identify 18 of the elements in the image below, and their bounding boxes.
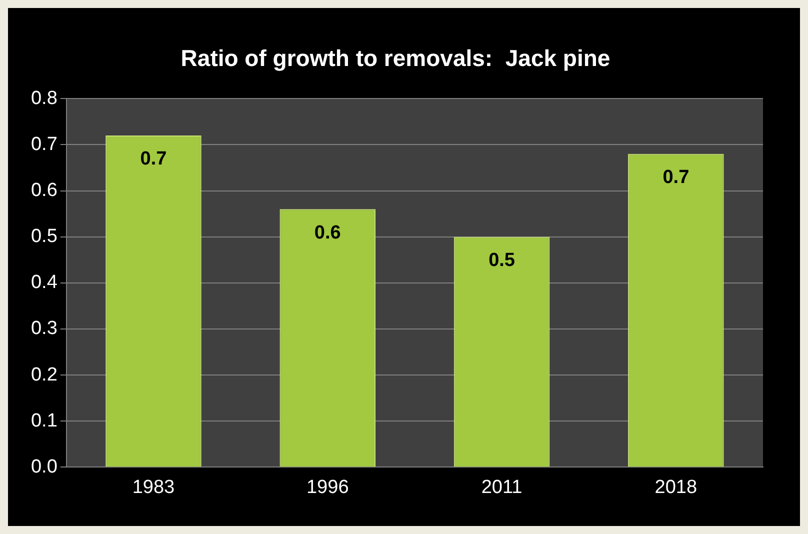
y-tick-label: 0.1 xyxy=(30,410,58,432)
y-tick-label: 0.3 xyxy=(30,318,58,340)
y-tick-label: 0.7 xyxy=(30,134,58,155)
data-label: 0.5 xyxy=(488,250,516,272)
y-tick-label: 0.5 xyxy=(30,226,58,248)
data-label: 0.6 xyxy=(314,222,341,244)
x-tick-label: 2011 xyxy=(481,476,522,498)
y-tick-label: 0.4 xyxy=(30,272,58,294)
data-label: 0.7 xyxy=(662,167,690,188)
data-label: 0.7 xyxy=(140,148,167,170)
y-tick-label: 0.0 xyxy=(30,456,58,478)
x-tick-label: 2018 xyxy=(654,476,698,498)
y-tick-label: 0.8 xyxy=(30,88,58,109)
y-tick-label: 0.2 xyxy=(30,364,58,386)
y-tick-label: 0.6 xyxy=(30,180,58,201)
x-tick-label: 1983 xyxy=(132,476,175,498)
chart-title: Ratio of growth to removals: Jack pine xyxy=(180,45,610,72)
x-tick-label: 1996 xyxy=(306,476,349,498)
